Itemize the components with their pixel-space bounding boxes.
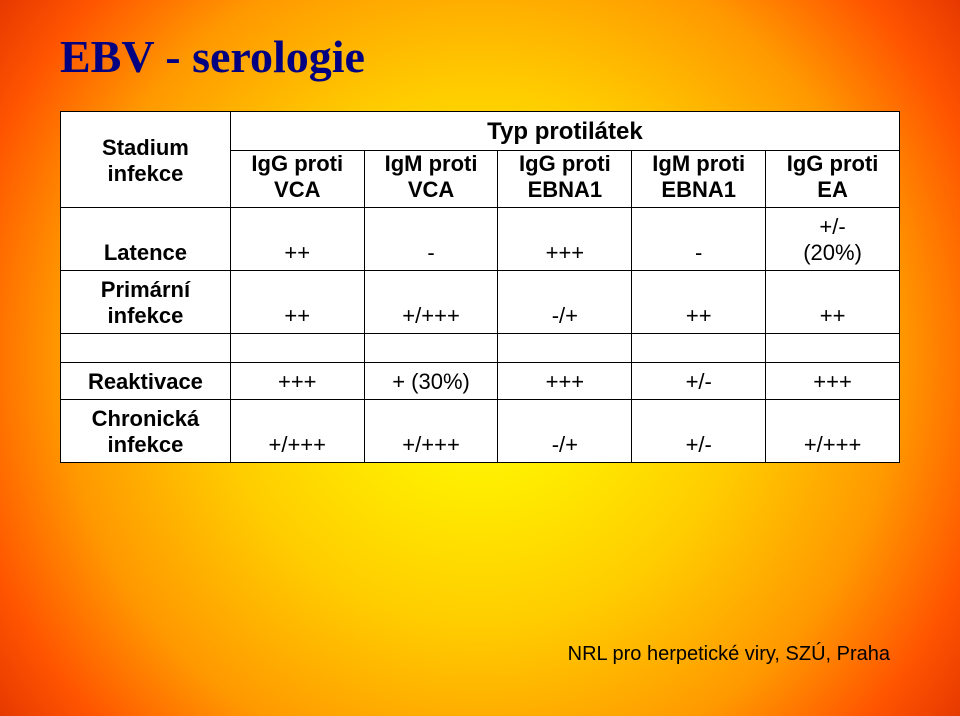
data-cell bbox=[364, 208, 498, 241]
table-row: Chronická bbox=[61, 400, 900, 433]
data-cell bbox=[766, 271, 900, 304]
data-cell: + (30%) bbox=[364, 369, 498, 400]
data-cell: +/+++ bbox=[766, 432, 900, 463]
data-cell: - bbox=[632, 240, 766, 271]
footer-credit: NRL pro herpetické viry, SZÚ, Praha bbox=[568, 643, 890, 666]
data-cell bbox=[230, 400, 364, 433]
data-cell: ++ bbox=[632, 303, 766, 334]
col-header-line: EA bbox=[770, 177, 895, 203]
serology-table: Stadium infekce Typ protilátek IgG proti… bbox=[60, 111, 900, 463]
data-cell: +++ bbox=[498, 369, 632, 400]
data-cell bbox=[364, 271, 498, 304]
data-cell bbox=[766, 400, 900, 433]
col-header-line: VCA bbox=[235, 177, 360, 203]
table-row: +/- bbox=[61, 208, 900, 241]
stage-cell: Primární bbox=[61, 271, 231, 304]
data-cell: +++ bbox=[766, 369, 900, 400]
data-cell bbox=[632, 208, 766, 241]
table-row: infekce ++ +/+++ -/+ ++ ++ bbox=[61, 303, 900, 334]
slide-content: EBV - serologie Stadium infekce Typ prot… bbox=[0, 0, 960, 463]
stage-header-line2: infekce bbox=[65, 161, 226, 187]
col-header-line: IgG proti bbox=[502, 151, 627, 177]
data-cell: +++ bbox=[498, 240, 632, 271]
data-cell bbox=[230, 271, 364, 304]
col-header-line: VCA bbox=[369, 177, 494, 203]
data-cell bbox=[364, 400, 498, 433]
data-cell bbox=[498, 271, 632, 304]
col-header-line: IgM proti bbox=[369, 151, 494, 177]
data-cell bbox=[230, 208, 364, 241]
col-header: IgM proti VCA bbox=[364, 151, 498, 208]
stage-header: Stadium infekce bbox=[61, 112, 231, 208]
data-cell: -/+ bbox=[498, 432, 632, 463]
data-cell bbox=[498, 400, 632, 433]
data-cell: ++ bbox=[230, 240, 364, 271]
typ-header: Typ protilátek bbox=[230, 112, 899, 151]
data-cell: -/+ bbox=[498, 303, 632, 334]
spacer-row bbox=[61, 334, 900, 363]
data-cell: +/+++ bbox=[230, 432, 364, 463]
stage-cell bbox=[61, 208, 231, 241]
table-row: Primární bbox=[61, 271, 900, 304]
stage-cell: infekce bbox=[61, 303, 231, 334]
data-cell: (20%) bbox=[766, 240, 900, 271]
data-cell: +/- bbox=[632, 432, 766, 463]
data-cell: +/+++ bbox=[364, 432, 498, 463]
data-cell: +++ bbox=[230, 369, 364, 400]
data-cell: ++ bbox=[766, 303, 900, 334]
col-header-line: IgM proti bbox=[636, 151, 761, 177]
data-cell bbox=[498, 208, 632, 241]
col-header-line: EBNA1 bbox=[502, 177, 627, 203]
table-row: Latence ++ - +++ - (20%) bbox=[61, 240, 900, 271]
data-cell: +/- bbox=[632, 369, 766, 400]
data-cell: ++ bbox=[230, 303, 364, 334]
stage-cell: Reaktivace bbox=[61, 369, 231, 400]
col-header: IgM proti EBNA1 bbox=[632, 151, 766, 208]
col-header: IgG proti EA bbox=[766, 151, 900, 208]
page-title: EBV - serologie bbox=[60, 30, 900, 83]
col-header-line: IgG proti bbox=[770, 151, 895, 177]
col-header-line: IgG proti bbox=[235, 151, 360, 177]
stage-header-line1: Stadium bbox=[65, 135, 226, 161]
stage-cell: infekce bbox=[61, 432, 231, 463]
col-header: IgG proti EBNA1 bbox=[498, 151, 632, 208]
data-cell bbox=[632, 271, 766, 304]
data-cell bbox=[632, 400, 766, 433]
col-header: IgG proti VCA bbox=[230, 151, 364, 208]
stage-cell: Latence bbox=[61, 240, 231, 271]
data-cell: - bbox=[364, 240, 498, 271]
stage-cell: Chronická bbox=[61, 400, 231, 433]
data-cell: +/+++ bbox=[364, 303, 498, 334]
col-header-line: EBNA1 bbox=[636, 177, 761, 203]
table-row: Reaktivace +++ + (30%) +++ +/- +++ bbox=[61, 369, 900, 400]
table-row: infekce +/+++ +/+++ -/+ +/- +/+++ bbox=[61, 432, 900, 463]
data-cell: +/- bbox=[766, 208, 900, 241]
